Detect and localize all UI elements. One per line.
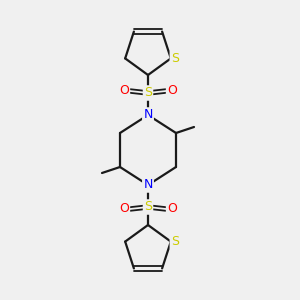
Text: N: N [143,178,153,191]
Text: O: O [167,85,177,98]
Text: N: N [143,109,153,122]
Text: S: S [171,52,179,65]
Text: S: S [144,86,152,100]
Text: S: S [171,235,179,248]
Text: O: O [119,85,129,98]
Text: S: S [144,200,152,214]
Text: O: O [167,202,177,215]
Text: O: O [119,202,129,215]
